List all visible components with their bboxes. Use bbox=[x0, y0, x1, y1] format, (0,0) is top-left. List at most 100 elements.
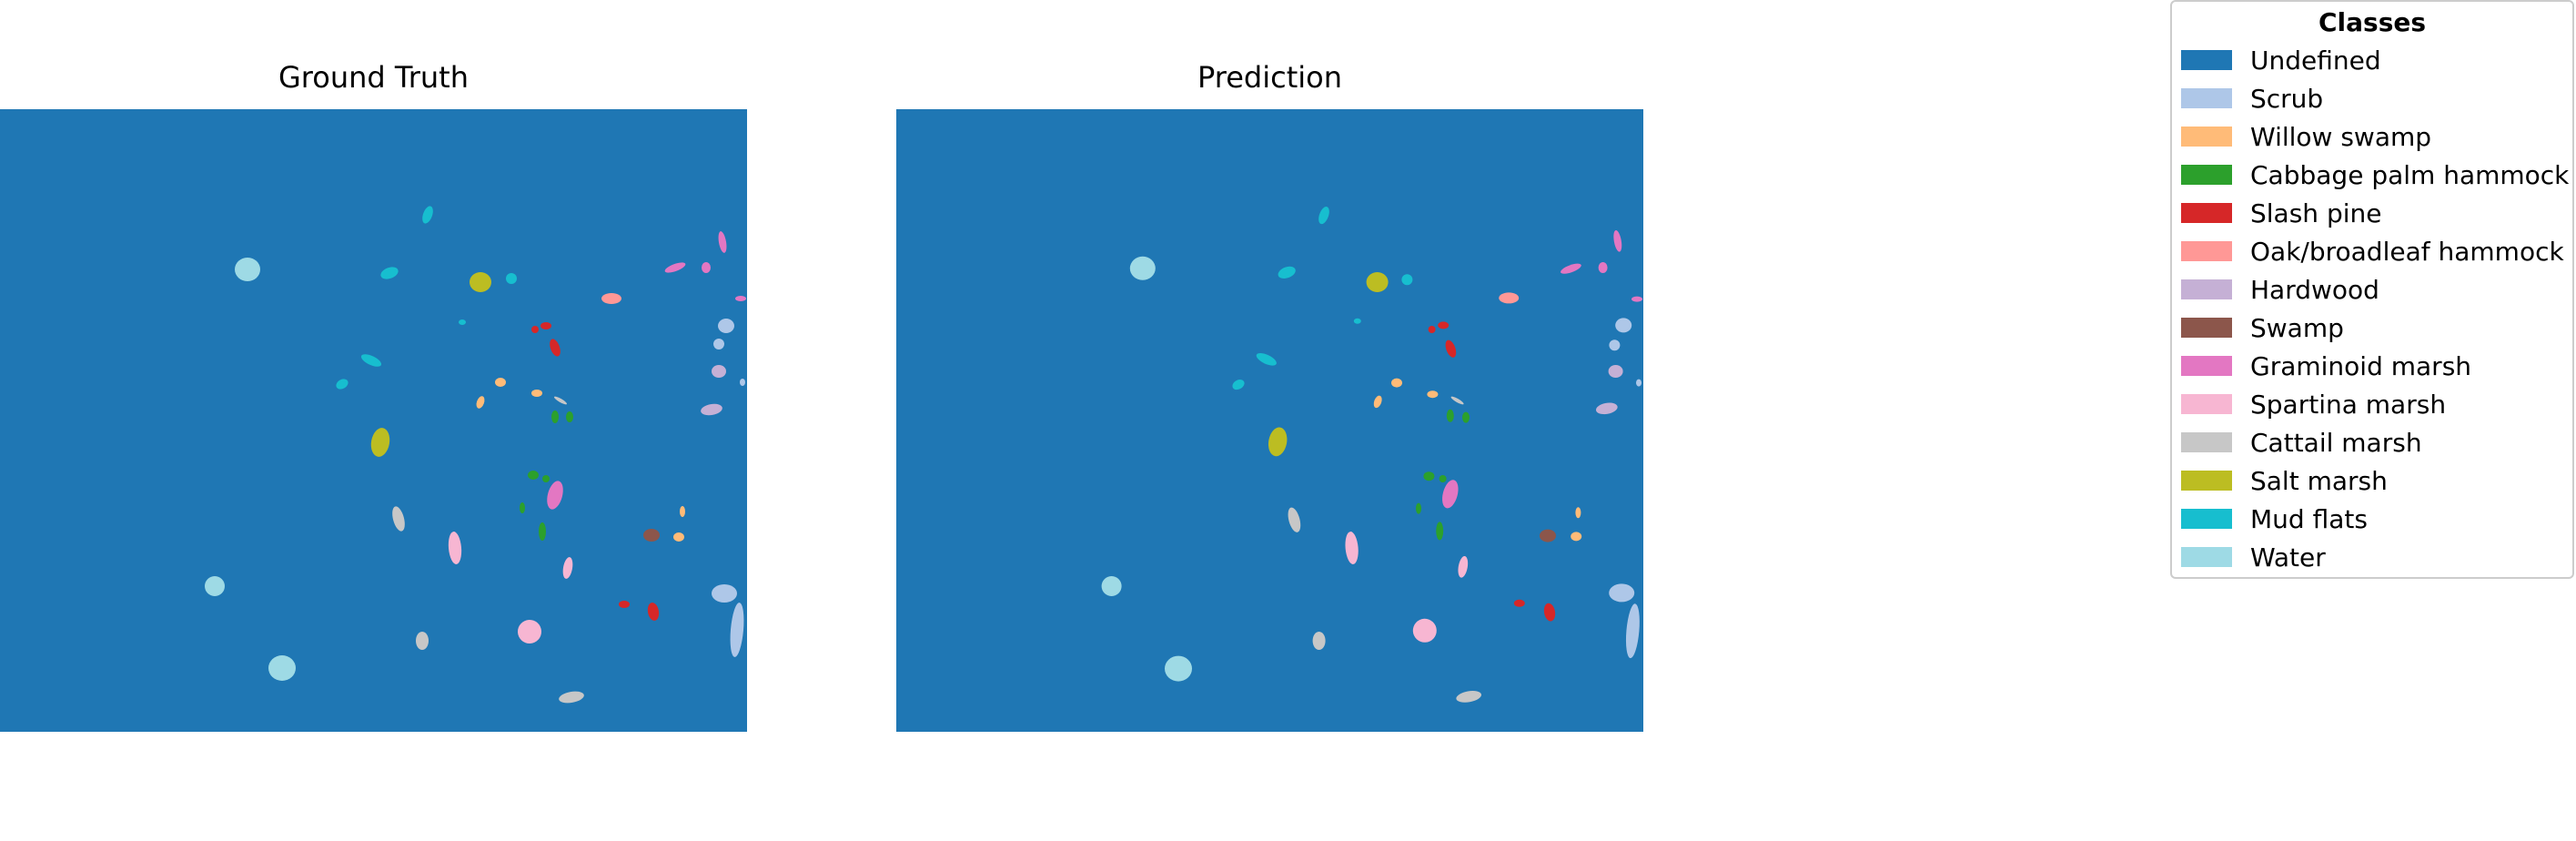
segment-scrub bbox=[730, 603, 744, 657]
segment-hardwood bbox=[712, 365, 726, 378]
legend-swatch bbox=[2181, 165, 2232, 185]
segment-willow-swamp bbox=[673, 532, 684, 542]
segment-graminoid-marsh bbox=[1631, 296, 1642, 302]
segment-graminoid-marsh bbox=[547, 481, 563, 510]
legend-title: Classes bbox=[2318, 7, 2427, 37]
segment-willow-swamp bbox=[1373, 395, 1382, 409]
segment-mud-flats bbox=[360, 354, 382, 367]
segment-spartina-marsh bbox=[448, 532, 462, 564]
segment-scrub bbox=[713, 339, 724, 350]
segment-mud-flats bbox=[1232, 380, 1245, 390]
segment-graminoid-marsh bbox=[1442, 480, 1459, 509]
legend-swatch bbox=[2181, 127, 2232, 147]
segment-graminoid-marsh bbox=[664, 262, 686, 273]
segment-slash-pine bbox=[550, 339, 561, 357]
segment-spartina-marsh bbox=[1412, 618, 1437, 643]
segment-willow-swamp bbox=[680, 506, 685, 517]
segment-water bbox=[235, 258, 260, 281]
segment-cabbage-palm-hammock bbox=[539, 522, 546, 541]
segment-cattail-marsh bbox=[559, 691, 584, 704]
segment-swamp bbox=[643, 529, 660, 542]
segment-cabbage-palm-hammock bbox=[1423, 471, 1435, 481]
segment-mud-flats bbox=[1401, 274, 1413, 286]
segment-oak-broadleaf-hammock bbox=[601, 293, 621, 304]
segment-salt-marsh bbox=[1366, 272, 1389, 292]
legend-item: Graminoid marsh bbox=[2181, 348, 2471, 384]
legend-label: Cattail marsh bbox=[2250, 427, 2422, 458]
segment-oak-broadleaf-hammock bbox=[1499, 292, 1520, 304]
legend-swatch bbox=[2181, 50, 2232, 70]
segment-graminoid-marsh bbox=[702, 262, 711, 273]
segment-scrub bbox=[1609, 339, 1621, 351]
segment-willow-swamp bbox=[1427, 390, 1439, 399]
legend-swatch bbox=[2181, 394, 2232, 414]
legend-label: Swamp bbox=[2250, 312, 2344, 343]
segment-hardwood bbox=[1595, 402, 1618, 415]
legend-item: Cabbage palm hammock bbox=[2181, 157, 2569, 193]
legend-swatch bbox=[2181, 241, 2232, 261]
legend-item: Willow swamp bbox=[2181, 118, 2431, 155]
segment-graminoid-marsh bbox=[1613, 229, 1622, 252]
segment-willow-swamp bbox=[476, 396, 485, 409]
segment-slash-pine bbox=[1445, 339, 1457, 358]
segment-willow-swamp bbox=[495, 378, 506, 387]
segment-slash-pine bbox=[1438, 321, 1450, 329]
segment-water bbox=[268, 655, 296, 681]
segment-mud-flats bbox=[336, 379, 349, 390]
segment-cattail-marsh bbox=[1312, 632, 1326, 650]
segment-cabbage-palm-hammock bbox=[1462, 411, 1470, 423]
segment-scrub bbox=[1609, 583, 1635, 603]
ground-truth-map bbox=[0, 109, 747, 732]
legend-swatch bbox=[2181, 509, 2232, 529]
segment-group bbox=[205, 206, 746, 704]
segment-group bbox=[1101, 207, 1642, 703]
segment-scrub bbox=[712, 584, 737, 603]
segment-slash-pine bbox=[1513, 599, 1525, 607]
segment-water bbox=[1101, 576, 1122, 596]
segment-mud-flats bbox=[422, 206, 433, 224]
legend-swatch bbox=[2181, 318, 2232, 338]
segment-mud-flats bbox=[1256, 352, 1277, 366]
legend-item: Salt marsh bbox=[2181, 462, 2388, 499]
segment-cattail-marsh bbox=[554, 396, 567, 405]
legend-swatch bbox=[2181, 356, 2232, 376]
segment-graminoid-marsh bbox=[1561, 263, 1581, 274]
legend-label: Water bbox=[2250, 542, 2326, 572]
legend-item: Mud flats bbox=[2181, 501, 2368, 537]
legend-item: Swamp bbox=[2181, 309, 2344, 346]
legend-swatch bbox=[2181, 279, 2232, 299]
legend-label: Graminoid marsh bbox=[2250, 350, 2472, 381]
segment-water bbox=[1129, 256, 1156, 280]
legend-swatch bbox=[2181, 471, 2232, 491]
legend-label: Hardwood bbox=[2250, 274, 2379, 305]
segment-spartina-marsh bbox=[1458, 555, 1469, 578]
segment-cabbage-palm-hammock bbox=[1416, 502, 1421, 514]
undefined-background bbox=[896, 109, 1643, 732]
segment-cattail-marsh bbox=[1456, 691, 1482, 703]
segment-salt-marsh bbox=[470, 272, 491, 292]
segment-mud-flats bbox=[380, 267, 399, 279]
segment-scrub bbox=[740, 379, 745, 386]
legend-item: Water bbox=[2181, 539, 2326, 575]
legend-item: Slash pine bbox=[2181, 195, 2381, 231]
legend-item: Oak/broadleaf hammock bbox=[2181, 233, 2564, 269]
segment-cattail-marsh bbox=[392, 506, 405, 532]
segment-water bbox=[1165, 655, 1192, 682]
segment-water bbox=[205, 576, 225, 596]
segment-slash-pine bbox=[1543, 603, 1556, 622]
legend-item: Hardwood bbox=[2181, 271, 2379, 308]
segment-spartina-marsh bbox=[518, 620, 541, 643]
segment-spartina-marsh bbox=[1345, 532, 1359, 564]
segment-slash-pine bbox=[647, 603, 660, 621]
legend-label: Willow swamp bbox=[2250, 121, 2432, 152]
segment-cabbage-palm-hammock bbox=[542, 475, 550, 482]
legend-swatch bbox=[2181, 203, 2232, 223]
legend-label: Slash pine bbox=[2250, 198, 2382, 228]
ground-truth-title: Ground Truth bbox=[278, 60, 469, 95]
legend-item: Undefined bbox=[2181, 42, 2381, 78]
undefined-background bbox=[0, 109, 747, 732]
segment-cabbage-palm-hammock bbox=[520, 502, 525, 513]
segment-slash-pine bbox=[619, 601, 630, 608]
segment-graminoid-marsh bbox=[1598, 262, 1608, 273]
legend-label: Spartina marsh bbox=[2250, 389, 2447, 420]
